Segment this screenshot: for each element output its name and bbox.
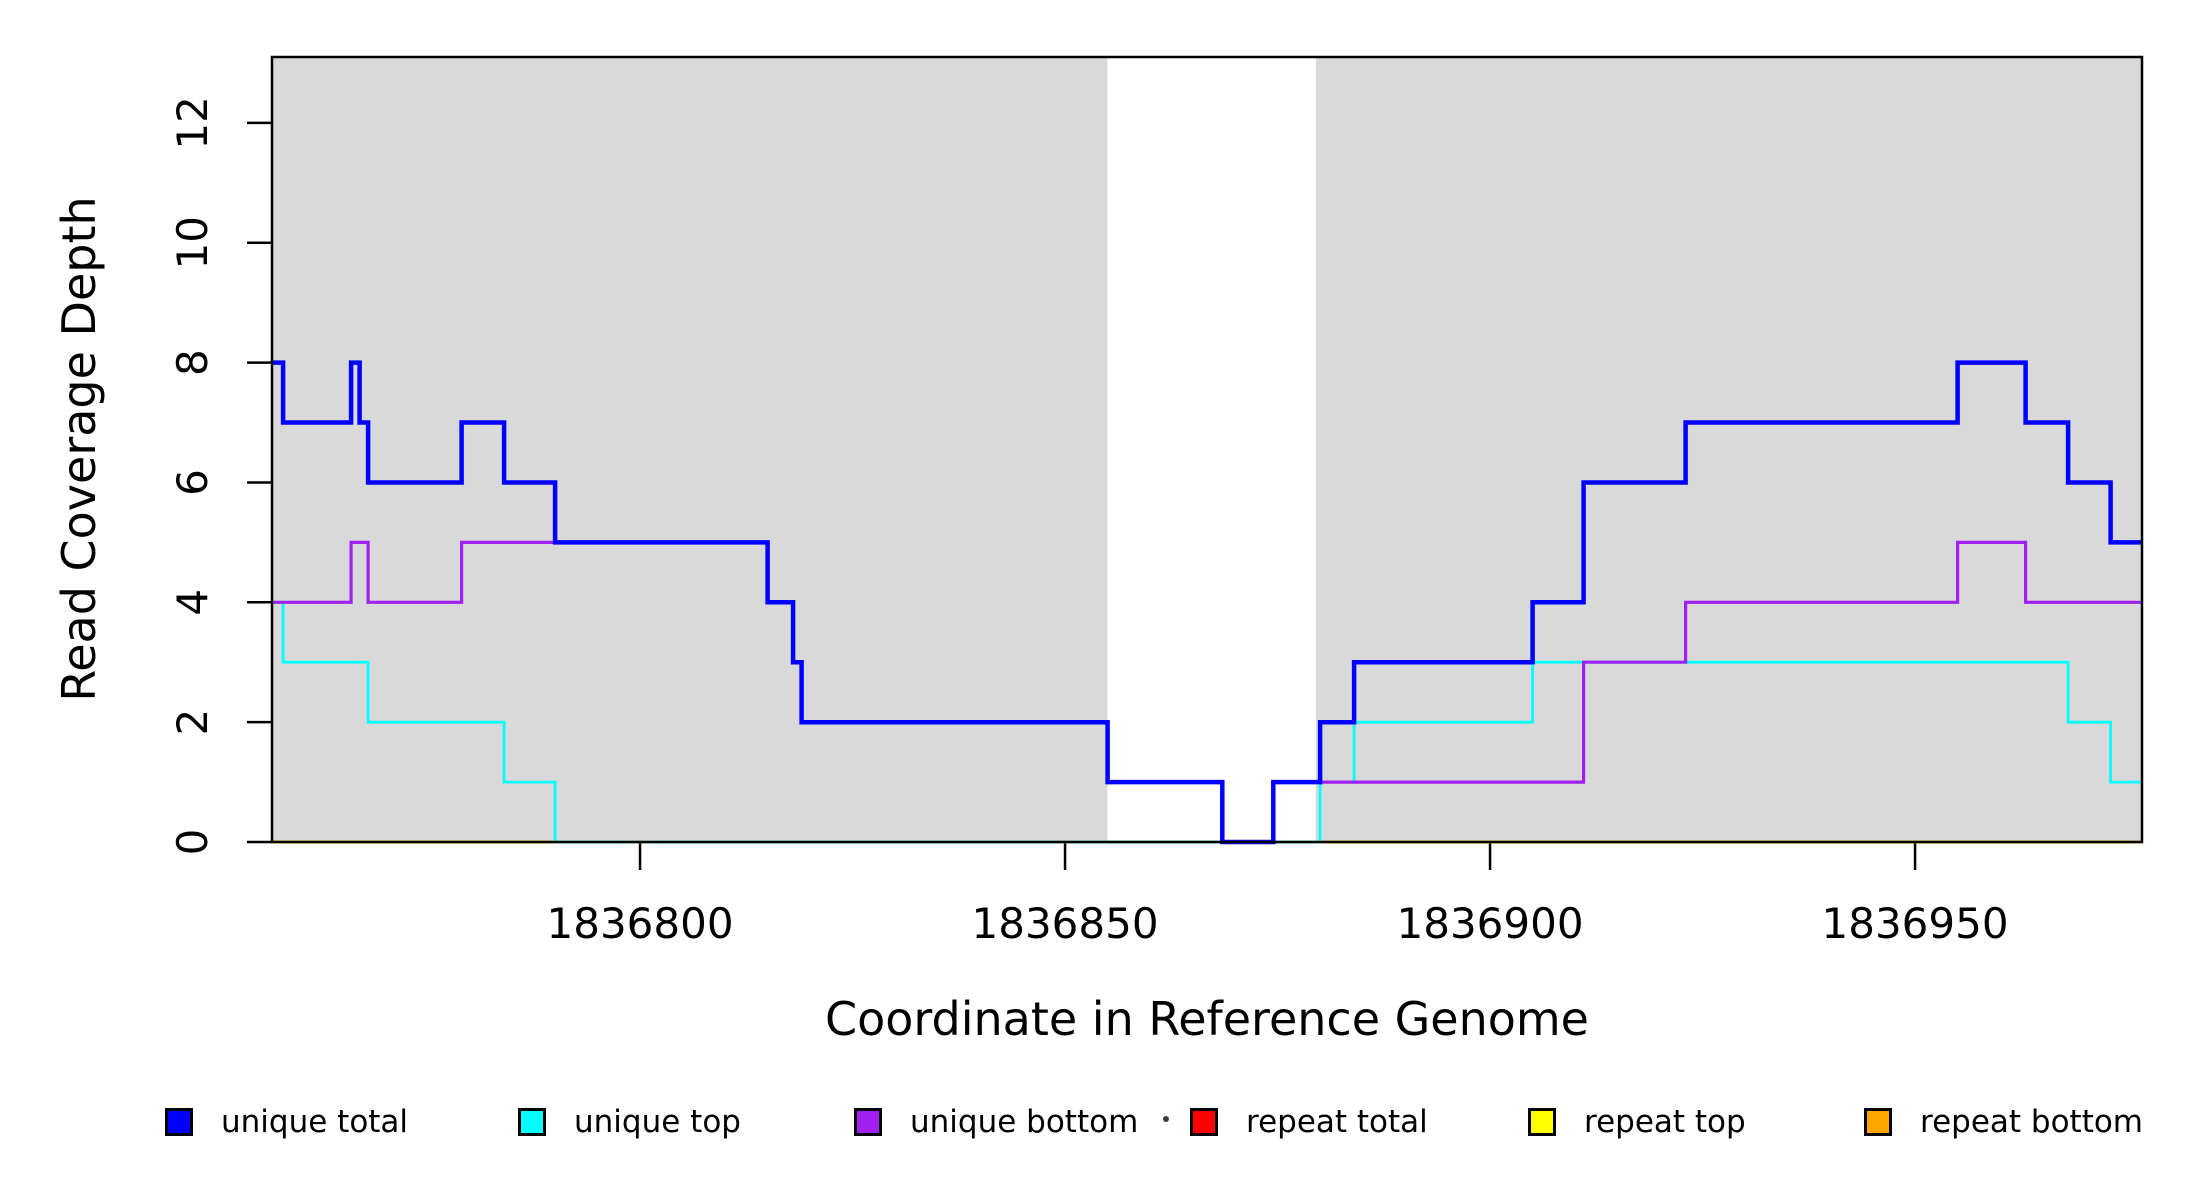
legend-label: unique top — [574, 1104, 741, 1140]
legend: unique total unique top unique bottom re… — [0, 1102, 2200, 1152]
y-tick-label: 12 — [168, 96, 217, 149]
repeat-region-shading — [272, 57, 1108, 842]
unique-top-swatch-icon — [518, 1108, 546, 1136]
repeat-top-swatch-icon — [1528, 1108, 1556, 1136]
x-tick-label: 1836850 — [972, 899, 1159, 948]
x-tick-label: 1836800 — [547, 899, 734, 948]
y-tick-label: 10 — [168, 216, 217, 269]
legend-label: unique bottom — [910, 1104, 1139, 1140]
y-axis-title: Read Coverage Depth — [52, 196, 106, 701]
x-tick-label: 1836950 — [1822, 899, 2009, 948]
y-tick-label: 2 — [168, 709, 217, 736]
legend-item-repeat-total: repeat total — [1190, 1102, 1428, 1142]
repeat-bottom-swatch-icon — [1864, 1108, 1892, 1136]
repeat-region-shading — [1315, 57, 2142, 842]
legend-item-unique-total: unique total — [165, 1102, 408, 1142]
legend-item-repeat-top: repeat top — [1528, 1102, 1746, 1142]
legend-label: repeat bottom — [1920, 1104, 2144, 1140]
y-tick-label: 0 — [168, 829, 217, 856]
legend-label: unique total — [221, 1104, 409, 1140]
series-unique-top-line — [272, 600, 2142, 844]
plot-box-border — [270, 55, 2144, 844]
y-tick-label: 8 — [168, 349, 217, 376]
repeat-total-swatch-icon — [1190, 1108, 1218, 1136]
y-tick-label: 4 — [168, 589, 217, 616]
series-unique-total-line — [272, 360, 2142, 845]
legend-label: repeat total — [1246, 1104, 1428, 1140]
stray-mark-artifact — [1163, 1116, 1169, 1122]
legend-label: repeat top — [1584, 1104, 1746, 1140]
legend-item-unique-top: unique top — [518, 1102, 741, 1142]
legend-item-repeat-bottom: repeat bottom — [1864, 1102, 2143, 1142]
x-axis-title: Coordinate in Reference Genome — [825, 992, 1589, 1046]
legend-item-unique-bottom: unique bottom — [854, 1102, 1138, 1142]
unique-bottom-swatch-icon — [854, 1108, 882, 1136]
y-tick-label: 6 — [168, 469, 217, 496]
x-tick-label: 1836900 — [1397, 899, 1584, 948]
unique-total-swatch-icon — [165, 1108, 193, 1136]
